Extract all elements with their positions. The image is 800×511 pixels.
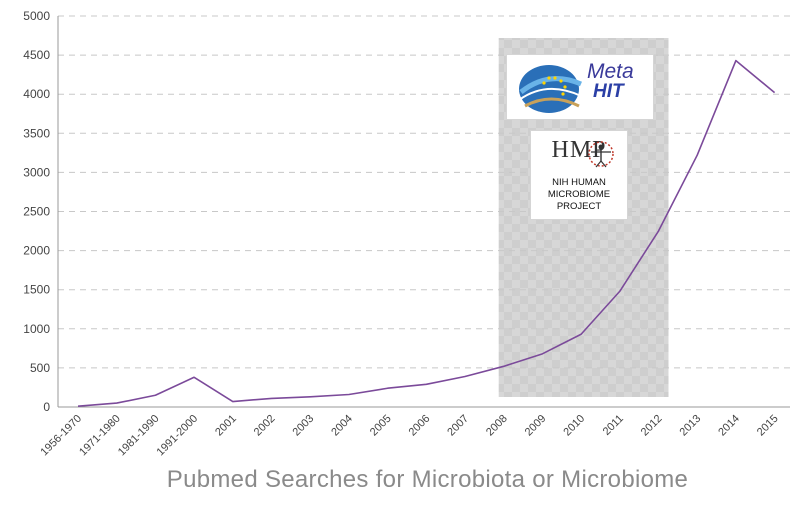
axes: [57, 16, 790, 408]
x-tick-label: 2012: [639, 413, 665, 439]
x-tick-label: 1956-1970: [38, 413, 84, 459]
x-tick-label: 2003: [291, 413, 317, 439]
metahit-logo: Meta HIT: [506, 54, 654, 120]
hmp-project-text: NIH HUMAN MICROBIOME PROJECT: [531, 177, 627, 213]
x-tick-label: 2007: [445, 413, 471, 439]
x-tick-label: 2002: [252, 413, 278, 439]
hmp-line-2: MICROBIOME: [547, 189, 611, 200]
x-tick-label: 2004: [329, 413, 355, 439]
y-tick-labels: 0 500 1000 1500 2000 2500 3000 3500 4000 4500 5000: [23, 9, 50, 414]
y-tick-label: 4500: [23, 48, 50, 62]
y-tick-label: 500: [30, 361, 50, 375]
x-tick-label: 2010: [561, 413, 587, 439]
x-tick-label: 1981-1990: [116, 413, 162, 459]
y-tick-label: 2000: [23, 244, 50, 258]
x-tick-label: 2001: [213, 413, 239, 439]
y-tick-label: 4000: [23, 87, 50, 101]
hmp-line-3: PROJECT: [556, 201, 602, 212]
y-tick-label: 5000: [23, 9, 50, 23]
y-tick-label: 2500: [23, 205, 50, 219]
x-tick-label: 2005: [368, 413, 394, 439]
hmp-logo: HMP NIH HUMAN MICROBIOME PROJECT: [530, 130, 628, 220]
metahit-hit-text: HIT: [593, 81, 624, 102]
x-tick-label: 2006: [407, 413, 433, 439]
x-tick-label: 1991-2000: [155, 413, 201, 459]
metahit-meta-text: Meta: [587, 60, 634, 83]
x-tick-label: 2009: [523, 413, 549, 439]
hmp-letters: HMP: [551, 137, 607, 163]
series-layer: [77, 59, 776, 408]
x-tick-label: 2008: [484, 413, 510, 439]
x-tick-label: 2014: [716, 413, 742, 439]
metahit-globe-icon: [518, 65, 583, 113]
grid-lines: [58, 15, 790, 369]
chart-caption: Pubmed Searches for Microbiota or Microb…: [166, 466, 689, 493]
vitruvian-figure-icon: [588, 141, 614, 168]
y-tick-label: 3000: [23, 165, 50, 179]
x-tick-label: 2011: [601, 413, 626, 438]
x-tick-label: 2015: [755, 413, 781, 439]
y-tick-label: 1500: [23, 283, 50, 297]
x-tick-label: 2013: [678, 413, 704, 439]
y-tick-label: 3500: [23, 126, 50, 140]
x-tick-label: 1971-1980: [77, 413, 123, 459]
hmp-line-1: NIH HUMAN: [552, 177, 606, 188]
y-tick-label: 1000: [23, 322, 50, 336]
series-line: [77, 59, 776, 408]
y-tick-label: 0: [43, 400, 50, 414]
